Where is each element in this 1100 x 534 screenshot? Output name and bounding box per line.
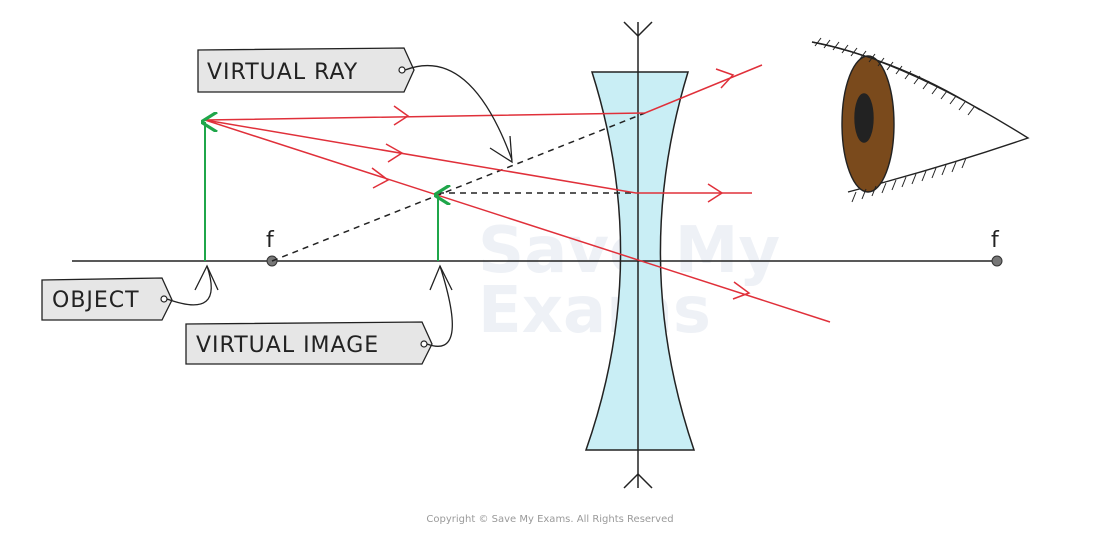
object-pointer <box>166 265 212 306</box>
virtual-ray-dashed-line <box>271 112 646 262</box>
ray-parallel <box>204 64 763 121</box>
virtual-ray-pointer <box>404 65 513 161</box>
focal-point-right <box>991 255 1003 267</box>
lens-top-marker-icon <box>623 21 653 38</box>
virtual-image-pointer <box>426 265 453 347</box>
copyright-notice: Copyright © Save My Exams. All Rights Re… <box>426 514 673 525</box>
ray-through-centre <box>204 119 831 323</box>
virtual-image-tag: VIRTUAL IMAGE <box>185 321 433 365</box>
upper-eyelashes <box>814 37 975 116</box>
watermark-line2: Exams <box>478 274 711 348</box>
ray-arrowhead-icon <box>732 281 751 300</box>
pupil <box>854 93 874 143</box>
virtual-ray-label: VIRTUAL RAY <box>207 60 358 85</box>
light-rays <box>204 64 831 323</box>
ray-arrowhead-icon <box>715 68 735 89</box>
ray-towards-focus <box>204 119 752 194</box>
virtual-ray-tag: VIRTUAL RAY <box>197 47 415 93</box>
lens-bottom-marker-icon <box>623 472 653 489</box>
object-label: OBJECT <box>52 288 140 313</box>
ray-arrowhead-icon <box>371 167 390 189</box>
pointer-arrowhead-icon <box>194 264 219 291</box>
object-tag: OBJECT <box>41 277 173 321</box>
pointer-arrowhead-icon <box>429 264 453 291</box>
eye-icon <box>811 37 1030 203</box>
virtual-image-label: VIRTUAL IMAGE <box>196 333 379 358</box>
lower-eyelashes <box>851 157 967 203</box>
ray-arrowhead-icon <box>707 183 724 203</box>
pointer-arrowhead-icon <box>489 135 513 164</box>
focal-label-right: f <box>991 228 1000 253</box>
focal-label-left: f <box>266 228 275 253</box>
ray-arrowhead-icon <box>385 143 404 163</box>
ray-arrowhead-icon <box>393 105 410 126</box>
